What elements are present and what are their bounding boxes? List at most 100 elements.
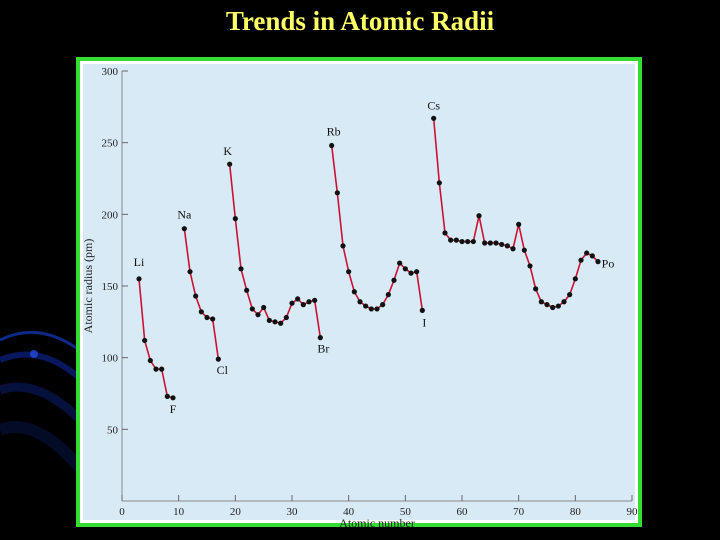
x-tick-label: 40 [343, 506, 355, 518]
data-point [555, 303, 561, 309]
data-point [499, 241, 505, 248]
y-axis-title: Atomic radius (pm) [81, 239, 95, 334]
data-point [470, 238, 476, 245]
x-tick-label: 90 [627, 506, 639, 518]
data-point [363, 303, 369, 309]
x-tick-label: 30 [287, 506, 299, 518]
chart-series-lines [138, 118, 599, 399]
y-tick-label: 50 [107, 424, 119, 436]
data-point [244, 287, 250, 293]
data-point [266, 317, 272, 323]
series-line-period-2 [183, 228, 220, 360]
data-point [238, 266, 244, 272]
data-point [487, 240, 493, 246]
data-point [550, 304, 556, 311]
series-line-period-4 [330, 145, 424, 311]
data-point [538, 299, 544, 305]
data-point [351, 289, 357, 295]
data-point [187, 269, 193, 275]
data-point [493, 240, 499, 246]
data-point [510, 246, 516, 252]
data-point [589, 253, 595, 259]
data-point [476, 213, 482, 219]
data-point [210, 316, 216, 322]
data-point [391, 277, 397, 283]
data-point [278, 320, 284, 326]
element-label-k: K [223, 144, 232, 158]
x-axis-title: Atomic number [339, 516, 415, 530]
data-point [312, 297, 318, 303]
data-point [465, 238, 471, 245]
data-point [408, 270, 414, 276]
data-point [306, 299, 312, 305]
data-point [215, 356, 221, 362]
data-point [170, 395, 176, 401]
x-tick-label: 10 [173, 506, 185, 518]
data-point [357, 299, 363, 305]
data-point [136, 276, 142, 282]
data-point [368, 306, 374, 312]
data-point [544, 302, 550, 308]
data-point [482, 240, 488, 246]
data-point [255, 312, 261, 318]
data-point [227, 161, 233, 167]
data-point [181, 226, 187, 232]
y-tick-label: 300 [102, 66, 119, 78]
data-point [431, 115, 437, 121]
data-point [340, 243, 346, 249]
data-point [261, 304, 267, 311]
data-point [289, 300, 295, 306]
data-point [448, 237, 454, 243]
data-point [346, 269, 352, 275]
data-point [584, 250, 590, 256]
chart-frame: 50 100 150 200 250 300 0 10 20 30 40 50 60 70 80 90 Atom… [76, 57, 642, 530]
data-point [380, 302, 386, 308]
chart-data-points [136, 115, 601, 401]
data-point [504, 243, 510, 249]
data-point [300, 302, 306, 308]
data-point [414, 269, 420, 275]
x-tick-label: 60 [457, 506, 469, 518]
element-label-li: Li [134, 255, 145, 269]
chart-axes: 50 100 150 200 250 300 0 10 20 30 40 50 60 70 80 90 Atom… [81, 66, 638, 530]
data-point [527, 263, 533, 269]
data-point [159, 366, 165, 372]
element-label-cl: Cl [217, 363, 229, 377]
element-label-br: Br [317, 342, 329, 356]
element-label-na: Na [177, 208, 192, 222]
atomic-radius-chart: 50 100 150 200 250 300 0 10 20 30 40 50 60 70 80 90 Atom… [81, 66, 638, 530]
data-point [595, 259, 601, 265]
data-point [374, 306, 380, 312]
data-point [283, 314, 289, 321]
y-tick-label: 150 [102, 281, 119, 293]
element-label-po: Po [602, 257, 615, 271]
data-point [153, 366, 159, 372]
data-point [142, 337, 148, 344]
data-point [272, 319, 278, 325]
data-point [295, 296, 301, 302]
data-point [147, 357, 153, 364]
data-point [397, 260, 403, 266]
data-point [521, 247, 527, 253]
chart-element-labels: Li F Na Cl K Br Rb I Cs Po [134, 98, 615, 415]
data-point [561, 299, 567, 305]
data-point [442, 230, 448, 236]
data-point [204, 314, 210, 321]
x-tick-label: 20 [230, 506, 242, 518]
data-point [567, 292, 573, 298]
data-point [459, 238, 465, 245]
data-point [329, 142, 335, 149]
x-tick-label: 70 [513, 506, 525, 518]
data-point [402, 266, 408, 272]
data-point [193, 293, 199, 299]
element-label-i: I [422, 315, 426, 329]
data-point [198, 309, 204, 315]
data-point [572, 276, 578, 282]
data-point [385, 292, 391, 298]
y-tick-label: 100 [102, 353, 119, 365]
element-label-cs: Cs [427, 98, 440, 112]
data-point [419, 307, 425, 313]
element-label-rb: Rb [327, 125, 341, 139]
x-tick-label: 80 [570, 506, 582, 518]
data-point [578, 257, 584, 263]
